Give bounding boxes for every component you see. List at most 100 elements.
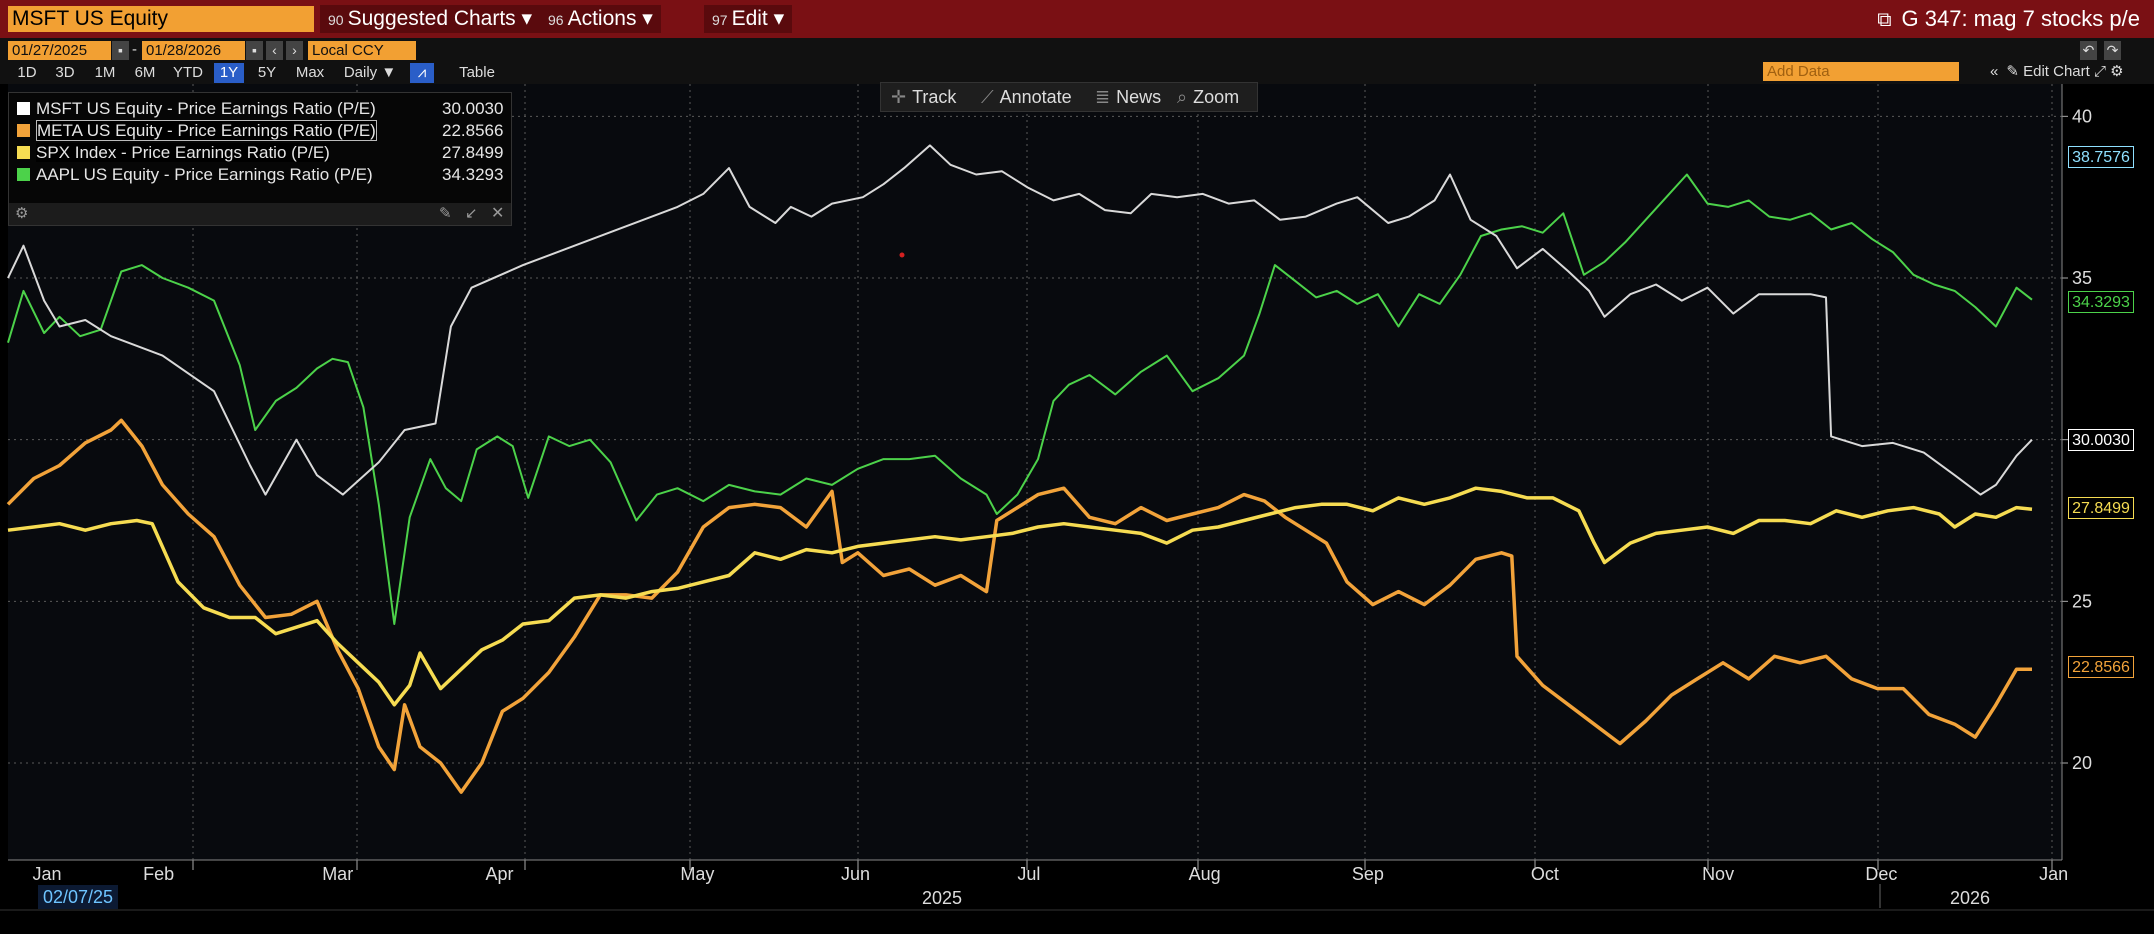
pencil-icon: ✎ bbox=[2006, 63, 2019, 80]
year-bar bbox=[0, 884, 2154, 910]
legend-swatch bbox=[17, 102, 30, 115]
menu-label: Edit ▾ bbox=[731, 7, 785, 30]
shrink-icon[interactable]: ↙ bbox=[465, 205, 478, 222]
chevron-right-icon[interactable]: › bbox=[286, 41, 303, 60]
range-5y[interactable]: 5Y bbox=[257, 64, 277, 81]
y-tick-label: 20 bbox=[2072, 753, 2092, 773]
redo-icon[interactable]: ↷ bbox=[2104, 41, 2121, 60]
frequency-select[interactable]: Daily ▼ bbox=[343, 64, 397, 81]
x-tick-label: Jan bbox=[2039, 864, 2068, 884]
year-label: 2026 bbox=[1950, 888, 1990, 908]
table-button[interactable]: Table bbox=[459, 64, 495, 81]
start-date-input[interactable]: 01/27/2025 bbox=[8, 41, 111, 60]
menu-code: 97 bbox=[712, 12, 728, 28]
range-max[interactable]: Max bbox=[295, 64, 325, 81]
ticker-input[interactable]: MSFT US Equity bbox=[8, 6, 314, 32]
edit-menu[interactable]: 97 Edit ▾ bbox=[704, 5, 793, 33]
menu-label: Suggested Charts ▾ bbox=[347, 7, 533, 30]
gear-icon[interactable]: ⚙ bbox=[2110, 63, 2124, 80]
add-data-input[interactable]: Add Data bbox=[1763, 62, 1959, 81]
suggested-charts-menu[interactable]: 90 Suggested Charts ▾ bbox=[320, 5, 541, 33]
annotate-icon: ⟋ bbox=[981, 87, 994, 107]
end-date-input[interactable]: 01/28/2026 bbox=[142, 41, 245, 60]
y-tick-label: 35 bbox=[2072, 268, 2092, 288]
zoom-button[interactable]: ⌕ Zoom bbox=[1177, 83, 1239, 111]
y-tick-label: 25 bbox=[2072, 591, 2092, 611]
legend: MSFT US Equity - Price Earnings Ratio (P… bbox=[8, 92, 512, 226]
range-row: 1D 3D 1M 6M YTD 1Y 5Y Max Daily ▼ ⩘ Tabl… bbox=[0, 62, 2154, 84]
currency-select[interactable]: Local CCY bbox=[308, 41, 416, 60]
collapse-icon[interactable]: « bbox=[1990, 63, 1999, 80]
legend-swatch bbox=[17, 146, 30, 159]
zoom-label: Zoom bbox=[1193, 87, 1240, 107]
legend-value: 27.8499 bbox=[442, 143, 504, 162]
x-tick-label: Aug bbox=[1189, 864, 1221, 884]
range-1m[interactable]: 1M bbox=[94, 64, 116, 81]
range-1d[interactable]: 1D bbox=[17, 64, 37, 81]
value-label-meta: 22.8566 bbox=[2068, 656, 2134, 678]
y-axis-ticks: 2025303540 bbox=[2061, 84, 2092, 860]
value-label-spx: 27.8499 bbox=[2068, 497, 2134, 519]
legend-label: AAPL US Equity - Price Earnings Ratio (P… bbox=[36, 165, 373, 184]
gear-icon[interactable]: ⚙ bbox=[15, 205, 29, 222]
value-label-aapl: 34.3293 bbox=[2068, 291, 2134, 313]
series-lines bbox=[6, 144, 2033, 794]
series-line-0 bbox=[7, 144, 2033, 496]
expand-icon[interactable]: ⤢ bbox=[2093, 63, 2106, 80]
annotate-button[interactable]: ⟋ Annotate bbox=[981, 83, 1072, 111]
x-tick-label: Oct bbox=[1531, 864, 1559, 884]
legend-value: 34.3293 bbox=[442, 165, 504, 184]
year-label: 2025 bbox=[922, 888, 962, 908]
legend-swatch bbox=[17, 124, 30, 137]
actions-menu[interactable]: 96 Actions ▾ bbox=[540, 5, 661, 33]
value-label-msft-high: 38.7576 bbox=[2068, 146, 2134, 168]
tab-title-text: G 347: mag 7 stocks p/e bbox=[1901, 6, 2140, 31]
calendar-icon[interactable]: ▪ bbox=[112, 41, 129, 60]
legend-item-msft[interactable]: MSFT US Equity - Price Earnings Ratio (P… bbox=[17, 99, 503, 119]
x-tick-label: Jun bbox=[841, 864, 870, 884]
edit-chart-label: Edit Chart bbox=[2023, 63, 2090, 80]
zoom-icon: ⌕ bbox=[1177, 87, 1188, 107]
news-button[interactable]: ≣ News bbox=[1095, 83, 1161, 111]
edit-chart-button[interactable]: « ✎ Edit Chart ⤢ ⚙ bbox=[1990, 62, 2124, 82]
crosshair-icon: ✛ bbox=[891, 87, 907, 107]
crosshair-date-label: 02/07/25 bbox=[38, 885, 119, 909]
legend-item-aapl[interactable]: AAPL US Equity - Price Earnings Ratio (P… bbox=[17, 165, 503, 185]
news-label: News bbox=[1116, 87, 1162, 107]
range-6m[interactable]: 6M bbox=[134, 64, 156, 81]
pin-icon[interactable]: ✎ bbox=[439, 205, 452, 222]
menu-code: 96 bbox=[548, 12, 564, 28]
top-menu-bar: MSFT US Equity 90 Suggested Charts ▾ 96 Ac… bbox=[0, 0, 2154, 38]
date-separator: - bbox=[132, 41, 137, 58]
external-link-icon[interactable]: ⧉ bbox=[1877, 9, 1892, 31]
legend-label: META US Equity - Price Earnings Ratio (P… bbox=[36, 120, 377, 141]
chevron-left-icon[interactable]: ‹ bbox=[266, 41, 283, 60]
menu-code: 90 bbox=[328, 12, 344, 28]
legend-value: 22.8566 bbox=[442, 121, 504, 140]
value-label-msft: 30.0030 bbox=[2068, 429, 2134, 451]
x-tick-label: Jul bbox=[1017, 864, 1040, 884]
x-axis: Jan Feb Mar Apr May Jun Jul Aug Sep Oct Nov Dec Jan 2… bbox=[0, 859, 2154, 911]
close-icon[interactable]: ✕ bbox=[491, 205, 505, 222]
x-tick-label: May bbox=[680, 864, 714, 884]
x-tick-label: Feb bbox=[143, 864, 174, 884]
date-controls-row: 01/27/2025 ▪ - 01/28/2026 ▪ ‹ › Local CC… bbox=[0, 38, 2154, 62]
track-label: Track bbox=[912, 87, 957, 107]
x-tick-label: Nov bbox=[1702, 864, 1734, 884]
x-tick-label: Dec bbox=[1865, 864, 1897, 884]
undo-icon[interactable]: ↶ bbox=[2080, 41, 2097, 60]
annotate-label: Annotate bbox=[999, 87, 1072, 107]
track-button[interactable]: ✛ Track bbox=[891, 83, 956, 111]
calendar-icon[interactable]: ▪ bbox=[246, 41, 263, 60]
menu-label: Actions ▾ bbox=[567, 7, 653, 30]
series-line-2 bbox=[7, 486, 2033, 707]
range-ytd[interactable]: YTD bbox=[173, 64, 203, 81]
range-3d[interactable]: 3D bbox=[55, 64, 75, 81]
range-1y[interactable]: 1Y bbox=[214, 63, 244, 83]
legend-item-meta[interactable]: META US Equity - Price Earnings Ratio (P… bbox=[17, 120, 503, 141]
y-tick-label: 40 bbox=[2072, 106, 2092, 126]
chart-toolbar: ✛ Track ⟋ Annotate ≣ News ⌕ Zoom bbox=[880, 82, 1258, 112]
line-chart-icon[interactable]: ⩘ bbox=[410, 63, 434, 83]
tab-title: ⧉ G 347: mag 7 stocks p/e bbox=[1877, 5, 2140, 33]
legend-item-spx[interactable]: SPX Index - Price Earnings Ratio (P/E) 27… bbox=[17, 143, 503, 163]
